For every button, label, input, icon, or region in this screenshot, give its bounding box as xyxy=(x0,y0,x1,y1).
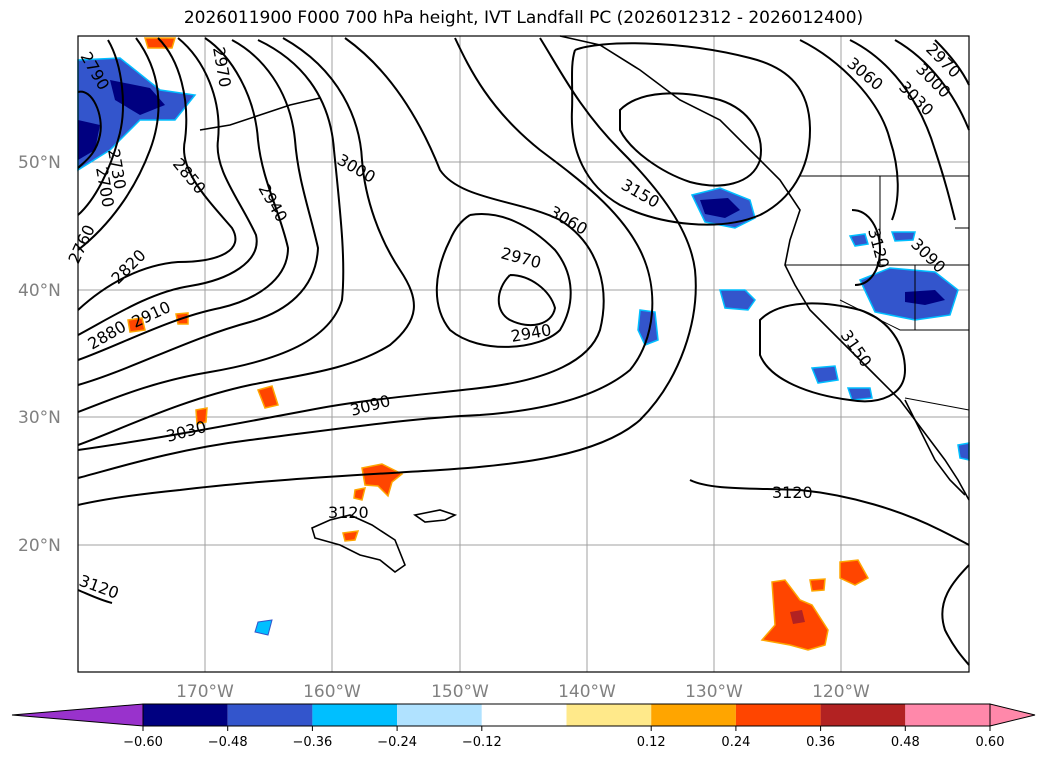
ivt-positive-patch xyxy=(143,37,177,49)
colorbar-tick-label: −0.60 xyxy=(123,735,163,750)
height-contour xyxy=(77,90,102,169)
contour-label-layer: 2790 2730 2700 2760 2820 2880 2910 3030 … xyxy=(64,39,964,602)
ivt-fill-layer xyxy=(77,37,970,651)
north-america-coast xyxy=(559,35,970,501)
colorbar-bin xyxy=(566,704,652,726)
colorbar-tick-label: −0.12 xyxy=(462,735,502,750)
hawaiian-islands xyxy=(311,514,406,573)
map-background xyxy=(78,36,969,672)
colorbar-tick-label: 0.24 xyxy=(721,735,750,750)
ivt-negative-patch xyxy=(77,57,197,172)
height-contour xyxy=(77,37,654,479)
height-contours xyxy=(77,37,970,666)
latitude-axis: 50°N 40°N 30°N 20°N xyxy=(18,153,61,556)
ivt-positive-patch xyxy=(353,487,367,501)
height-contour xyxy=(77,37,605,451)
ivt-positive-patch xyxy=(127,317,146,333)
colorbar-tick-label: 0.36 xyxy=(806,735,835,750)
ivt-negative-patch xyxy=(890,231,916,242)
ivt-positive-patch xyxy=(195,407,208,425)
hawaiian-islands xyxy=(413,509,458,523)
ivt-negative-patch xyxy=(846,387,873,401)
height-contour xyxy=(77,37,237,311)
height-contour xyxy=(759,302,907,403)
colorbar-over-arrow xyxy=(989,703,1036,727)
colorbar-bin xyxy=(735,704,821,726)
ivt-negative-patch xyxy=(719,289,756,311)
contour-label: 3120 xyxy=(772,483,813,502)
colorbar: −0.60 −0.48 −0.36 −0.24 −0.12 0.12 0.24 0.36 0.4… xyxy=(11,703,1036,750)
aleutian-chain xyxy=(199,97,321,131)
longitude-label: 150°W xyxy=(431,682,489,702)
height-contour xyxy=(851,209,882,286)
longitude-label: 160°W xyxy=(303,682,361,702)
height-contour xyxy=(849,39,956,221)
colorbar-frame xyxy=(142,703,991,727)
colorbar-bin xyxy=(143,704,228,726)
height-contour xyxy=(570,42,812,226)
ivt-negative-patch xyxy=(810,365,839,384)
colorbar-tick-label: −0.24 xyxy=(377,735,417,750)
height-contour xyxy=(619,92,762,187)
map-title: 2026011900 F000 700 hPa height, IVT Land… xyxy=(183,8,864,28)
height-contour xyxy=(689,479,970,546)
contour-label: 3120 xyxy=(328,503,369,522)
colorbar-tick-label: −0.48 xyxy=(208,735,248,750)
map-frame xyxy=(77,35,970,673)
ivt-positive-patch xyxy=(342,530,360,542)
us-mexico-border xyxy=(904,397,970,411)
graticule xyxy=(78,36,969,672)
colorbar-tick-label: 0.60 xyxy=(976,735,1005,750)
height-contour xyxy=(77,39,124,216)
height-contour xyxy=(77,37,160,251)
longitude-label: 170°W xyxy=(176,682,234,702)
ivt-negative-core xyxy=(700,198,740,218)
height-contour xyxy=(435,213,572,348)
baja-coast xyxy=(904,399,966,496)
height-contour xyxy=(77,37,697,506)
height-contour xyxy=(77,37,290,361)
height-contour xyxy=(77,589,113,604)
latitude-label: 50°N xyxy=(18,153,61,173)
colorbar-tick-label: 0.48 xyxy=(891,735,920,750)
colorbar-bin xyxy=(651,704,736,726)
ivt-negative-patch xyxy=(957,442,970,461)
height-contour xyxy=(941,564,970,666)
longitude-label: 140°W xyxy=(558,682,616,702)
colorbar-bin xyxy=(820,704,906,726)
coastline-layer xyxy=(199,35,970,573)
longitude-label: 130°W xyxy=(685,682,743,702)
height-contour xyxy=(497,274,557,327)
longitude-axis: 170°W 160°W 150°W 140°W 130°W 120°W xyxy=(176,682,870,702)
height-contour xyxy=(934,39,970,86)
colorbar-bin xyxy=(312,704,398,726)
colorbar-bin xyxy=(397,704,482,726)
colorbar-under-arrow xyxy=(11,703,144,727)
ivt-positive-patch xyxy=(839,559,870,586)
ivt-positive-patch xyxy=(257,385,279,409)
border-layer xyxy=(785,175,970,411)
colorbar-bin xyxy=(905,704,990,726)
ivt-positive-core xyxy=(790,610,805,624)
height-contour xyxy=(894,39,970,131)
colorbar-bin xyxy=(481,704,567,726)
colorbar-bin xyxy=(227,704,313,726)
ivt-negative-core xyxy=(110,80,165,115)
height-contour xyxy=(77,39,320,386)
ivt-negative-patch xyxy=(848,233,869,247)
latitude-label: 30°N xyxy=(18,408,61,428)
colorbar-tick-label: 0.12 xyxy=(637,735,666,750)
height-contour xyxy=(77,37,258,336)
ivt-negative-patch xyxy=(254,619,273,636)
latitude-label: 20°N xyxy=(18,536,61,556)
latitude-label: 40°N xyxy=(18,281,61,301)
height-contour xyxy=(77,39,345,413)
height-contour xyxy=(77,37,415,446)
height-contour xyxy=(799,39,899,221)
ivt-positive-patch xyxy=(809,578,826,592)
longitude-label: 120°W xyxy=(812,682,870,702)
colorbar-tick-label: −0.36 xyxy=(292,735,332,750)
